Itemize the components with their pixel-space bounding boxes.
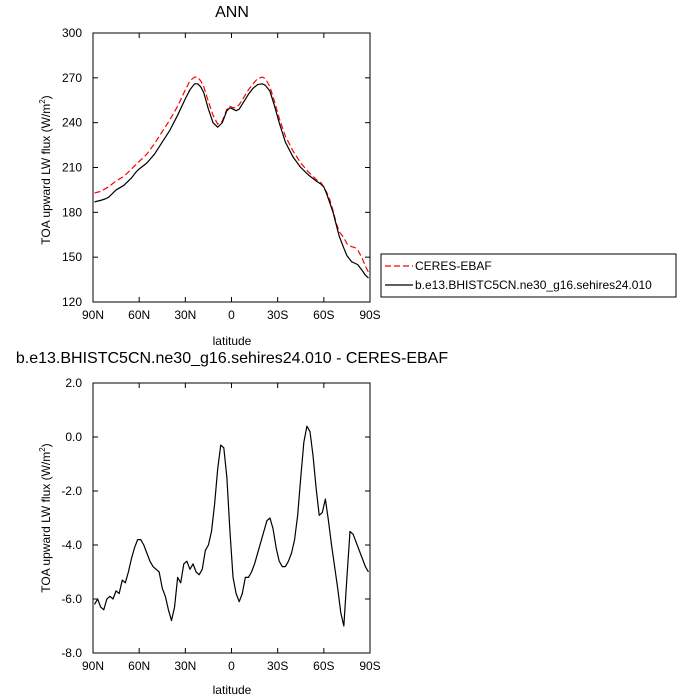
top-y-tick-label: 150 [62, 250, 82, 264]
top-y-ticks: 120 150 180 210 240 270 300 [62, 26, 370, 309]
legend-box [380, 253, 677, 298]
top-x-tick-label: 60S [313, 308, 334, 322]
top-panel-title: ANN [215, 4, 249, 21]
bottom-y-tick-label: -2.0 [61, 484, 82, 498]
top-x-tick-label: 0 [228, 308, 235, 322]
legend-label-ceres: CERES-EBAF [415, 259, 492, 273]
top-series-line-0 [94, 76, 369, 273]
top-plot-frame [92, 32, 371, 303]
top-x-tick-label: 30N [174, 308, 196, 322]
top-x-axis-label: latitude [213, 334, 252, 348]
bottom-x-tick-label: 60N [128, 659, 150, 673]
top-y-tick-label: 300 [62, 26, 82, 40]
top-y-tick-label: 120 [62, 295, 82, 309]
top-y-tick-label: 180 [62, 205, 82, 219]
bottom-y-axis-label: TOA upward LW flux (W/m2) [38, 443, 53, 592]
bottom-x-tick-label: 30N [174, 659, 196, 673]
bottom-x-tick-label: 90N [82, 659, 104, 673]
bottom-x-tick-label: 0 [228, 659, 235, 673]
bottom-y-ticks: -8.0 -6.0 -4.0 -2.0 0.0 2.0 [61, 376, 370, 660]
bottom-y-tick-label: 0.0 [65, 430, 82, 444]
bottom-x-tick-label: 90S [359, 659, 380, 673]
top-x-tick-label: 90N [82, 308, 104, 322]
bottom-x-tick-label: 60S [313, 659, 334, 673]
top-x-tick-label: 60N [128, 308, 150, 322]
top-x-tick-label: 90S [359, 308, 380, 322]
top-y-axis-label: TOA upward LW flux (W/m2) [38, 95, 53, 244]
bottom-x-ticks: 90N 60N 30N 0 30S 60S 90S [82, 383, 381, 673]
bottom-x-tick-label: 30S [267, 659, 288, 673]
bottom-y-tick-label: -8.0 [61, 646, 82, 660]
bottom-y-tick-label: -4.0 [61, 538, 82, 552]
bottom-series-line-0 [94, 425, 369, 627]
bottom-panel-title: b.e13.BHISTC5CN.ne30_g16.sehires24.010 -… [16, 350, 448, 367]
bottom-panel: b.e13.BHISTC5CN.ne30_g16.sehires24.010 -… [16, 350, 448, 697]
top-x-tick-label: 30S [267, 308, 288, 322]
top-y-tick-label: 210 [62, 161, 82, 175]
bottom-x-axis-label: latitude [213, 683, 252, 697]
legend-label-model: b.e13.BHISTC5CN.ne30_g16.sehires24.010 [415, 278, 652, 292]
top-series-line-1 [94, 83, 369, 279]
bottom-y-tick-label: 2.0 [65, 376, 82, 390]
bottom-series-layer [94, 425, 369, 627]
legend: CERES-EBAF b.e13.BHISTC5CN.ne30_g16.sehi… [380, 253, 677, 298]
top-x-ticks: 90N 60N 30N 0 30S 60S 90S [82, 33, 381, 322]
top-series-layer [94, 76, 369, 279]
top-panel: ANN 90N 60N 30N 0 30S 60S 90S 120 150 180 210 240 2… [38, 4, 381, 348]
bottom-y-tick-label: -6.0 [61, 592, 82, 606]
top-y-tick-label: 240 [62, 116, 82, 130]
top-y-tick-label: 270 [62, 71, 82, 85]
